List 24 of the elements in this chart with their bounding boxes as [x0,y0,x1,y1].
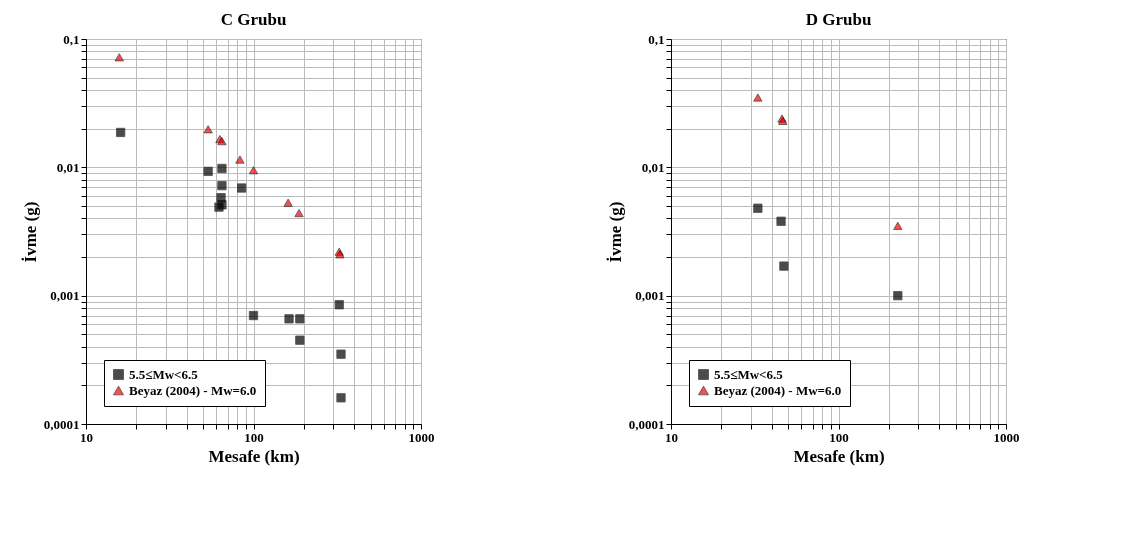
x-axis-title: Mesafe (km) [793,446,885,466]
chart-title: C Grubu [220,10,287,29]
y-tick-label: 0,001 [50,288,80,304]
x-tick-label: 100 [829,429,849,445]
x-tick-label: 10 [665,429,678,445]
x-tick-label: 1000 [993,429,1020,445]
y-tick-label: 0,1 [63,31,80,47]
y-tick-label: 0,1 [648,31,665,47]
legend-label: 5.5≤Mw<6.5 [714,366,784,382]
x-tick-label: 1000 [408,429,435,445]
y-tick-label: 0,0001 [628,416,665,432]
chart-title: D Grubu [805,10,872,29]
y-tick-label: 0,0001 [43,416,80,432]
y-axis-title: İvme (g) [605,201,625,263]
y-axis-title: İvme (g) [20,201,40,263]
legend-label: Beyaz (2004) - Mw=6.0 [129,382,257,398]
legend-label: 5.5≤Mw<6.5 [129,366,199,382]
x-tick-label: 100 [244,429,264,445]
x-axis-title: Mesafe (km) [208,446,300,466]
y-tick-label: 0,001 [635,288,665,304]
legend-label: Beyaz (2004) - Mw=6.0 [714,382,842,398]
y-tick-label: 0,01 [641,159,665,175]
x-tick-label: 10 [80,429,93,445]
y-tick-label: 0,01 [56,159,80,175]
